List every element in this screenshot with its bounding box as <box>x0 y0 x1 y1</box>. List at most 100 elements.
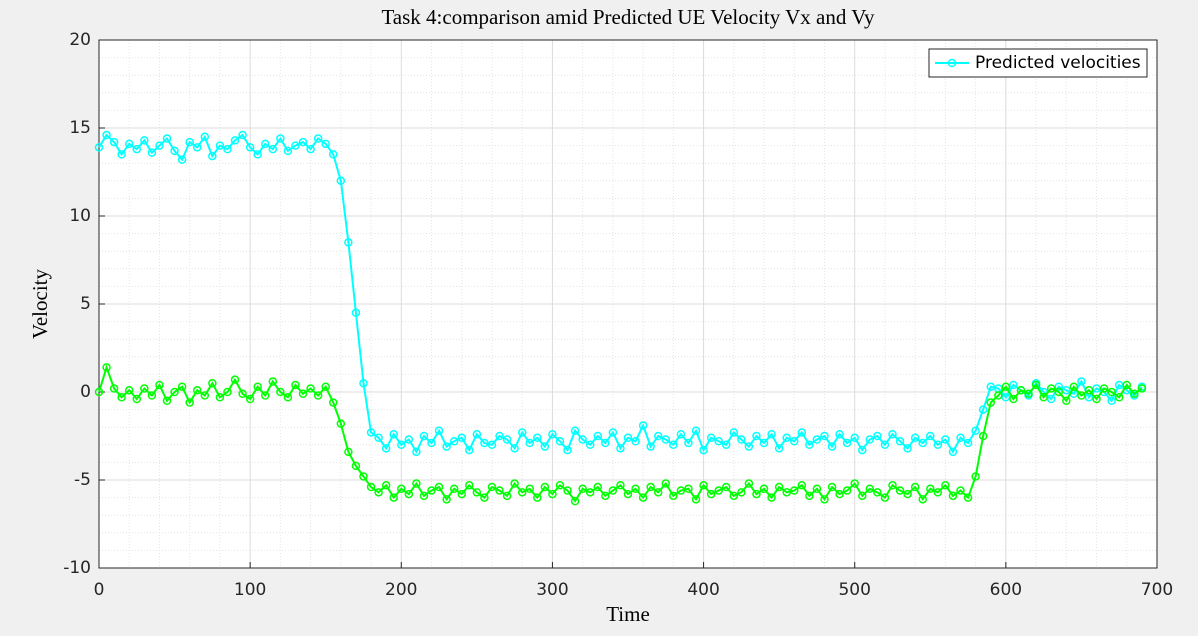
y-tick-label: 15 <box>69 118 91 138</box>
data-point <box>593 482 603 492</box>
data-point <box>132 144 142 154</box>
data-point <box>480 438 489 448</box>
data-point <box>1009 394 1018 404</box>
data-point <box>140 136 149 145</box>
data-point <box>805 440 814 450</box>
data-point <box>306 384 315 393</box>
data-point <box>351 308 361 318</box>
data-point <box>366 482 376 492</box>
data-point <box>1054 382 1064 391</box>
data-point <box>865 435 875 444</box>
data-point <box>623 433 633 443</box>
data-point <box>124 139 134 149</box>
data-point <box>1016 385 1026 395</box>
data-point <box>1009 380 1018 390</box>
data-point <box>276 134 285 143</box>
data-point <box>344 447 353 457</box>
data-point <box>238 130 247 140</box>
data-point <box>910 433 920 443</box>
x-tick-label: 0 <box>94 580 105 600</box>
data-point <box>223 144 232 154</box>
data-point <box>525 438 535 448</box>
data-point <box>706 489 716 499</box>
data-point <box>714 437 723 446</box>
data-point <box>329 398 338 407</box>
data-point <box>563 486 572 495</box>
data-point <box>185 398 194 407</box>
data-point <box>404 489 414 499</box>
data-point <box>102 130 111 140</box>
data-point <box>155 380 164 390</box>
data-point <box>827 482 837 492</box>
data-point <box>457 489 466 499</box>
data-point <box>238 389 247 399</box>
data-point <box>1062 385 1071 395</box>
data-point <box>684 484 693 494</box>
data-point <box>253 150 262 159</box>
data-point <box>487 440 497 450</box>
data-point <box>1031 380 1041 390</box>
data-point <box>495 431 504 441</box>
data-point <box>699 445 708 455</box>
data-point <box>1024 389 1033 399</box>
data-point <box>162 396 172 406</box>
series-line <box>98 133 1143 454</box>
data-point <box>540 482 550 492</box>
data-point <box>517 428 527 437</box>
data-point <box>510 479 519 488</box>
data-point <box>752 431 761 441</box>
data-point <box>978 405 988 414</box>
data-point <box>480 493 489 502</box>
data-point <box>797 481 807 490</box>
data-point <box>397 484 406 494</box>
data-point <box>449 437 459 446</box>
data-point <box>669 440 678 450</box>
data-point <box>653 488 663 497</box>
data-point <box>124 385 134 395</box>
data-point <box>616 481 625 490</box>
data-point <box>827 442 837 451</box>
axes-box <box>98 39 1158 569</box>
data-point <box>676 429 686 439</box>
data-point <box>291 380 300 390</box>
y-tick-label: 5 <box>80 294 91 314</box>
data-point <box>956 433 965 443</box>
data-point <box>767 493 776 502</box>
data-point <box>835 429 844 439</box>
data-point <box>593 431 603 441</box>
data-point <box>585 488 595 497</box>
data-point <box>298 389 308 399</box>
data-point <box>502 491 512 501</box>
data-point <box>351 461 361 471</box>
data-point <box>623 489 633 499</box>
data-point <box>691 426 701 435</box>
data-point <box>366 428 376 437</box>
data-point <box>1054 387 1064 397</box>
data-point <box>261 139 270 149</box>
data-point <box>442 442 451 451</box>
data-point <box>759 484 769 494</box>
data-point <box>903 444 912 453</box>
data-point <box>140 384 149 393</box>
data-point <box>661 479 671 488</box>
data-point <box>223 387 232 397</box>
data-point <box>752 489 761 499</box>
x-tick-label: 200 <box>385 580 417 600</box>
data-point <box>533 493 542 502</box>
data-point <box>321 382 330 391</box>
data-point <box>427 438 436 448</box>
data-point <box>283 146 293 156</box>
data-point <box>245 394 255 404</box>
data-point <box>729 428 739 437</box>
data-point <box>563 445 572 455</box>
data-point <box>1001 393 1011 402</box>
data-point <box>389 429 398 439</box>
data-point <box>374 433 383 443</box>
data-point <box>676 486 686 495</box>
data-point <box>465 445 474 455</box>
data-point <box>540 442 550 451</box>
data-point <box>102 363 111 372</box>
legend: Predicted velocities <box>928 48 1148 78</box>
x-tick-label: 700 <box>1141 580 1173 600</box>
